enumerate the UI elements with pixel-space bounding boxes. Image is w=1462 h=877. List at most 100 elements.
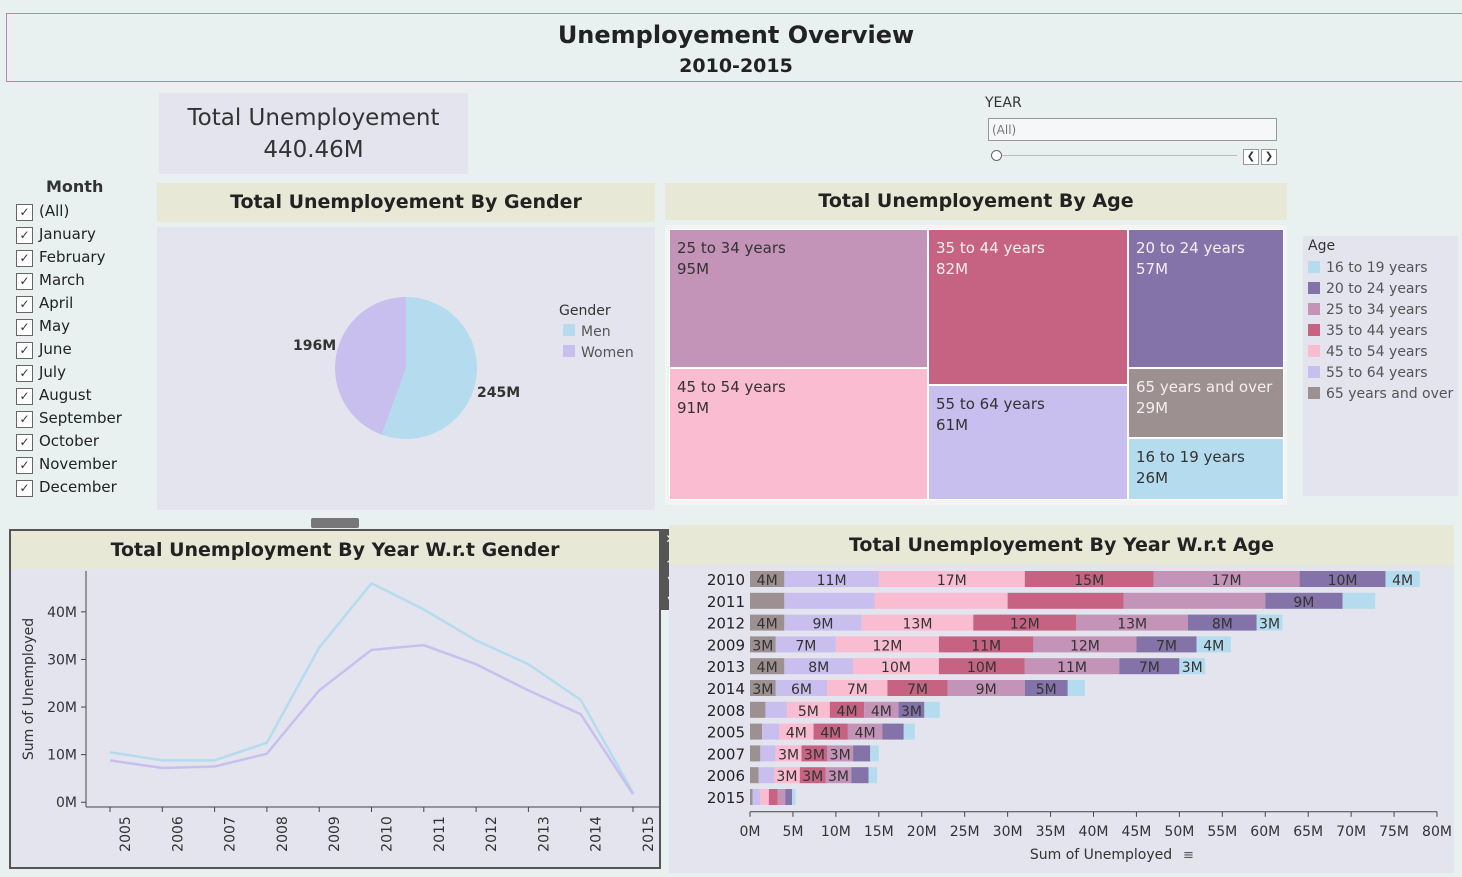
treemap-cell[interactable]: 35 to 44 years 82M: [928, 229, 1128, 385]
bar-segment[interactable]: [801, 745, 828, 762]
checkbox-checked-icon[interactable]: ✓: [16, 411, 33, 428]
bar-segment[interactable]: [1153, 571, 1300, 587]
age-legend-item[interactable]: 45 to 54 years: [1308, 344, 1428, 360]
bar-segment[interactable]: [825, 767, 852, 784]
bar-segment[interactable]: [1033, 636, 1137, 653]
bar-segment[interactable]: [924, 701, 940, 718]
bar-segment[interactable]: [1024, 680, 1068, 696]
bar-segment[interactable]: [1196, 636, 1231, 653]
bar-segment[interactable]: [853, 745, 871, 762]
bar-segment[interactable]: [829, 701, 865, 718]
year-slider-knob[interactable]: [991, 150, 1002, 161]
bar-segment[interactable]: [1007, 592, 1124, 609]
bar-segment[interactable]: [775, 745, 802, 762]
bar-segment[interactable]: [827, 680, 888, 696]
checkbox-checked-icon[interactable]: ✓: [16, 480, 33, 497]
bar-segment[interactable]: [750, 789, 753, 805]
bar-segment[interactable]: [750, 745, 761, 762]
bar-segment[interactable]: [1067, 680, 1085, 696]
pie-slice-women[interactable]: [335, 297, 406, 435]
bar-segment[interactable]: [898, 701, 925, 718]
checkbox-checked-icon[interactable]: ✓: [16, 365, 33, 382]
checkbox-checked-icon[interactable]: ✓: [16, 273, 33, 290]
age-legend-item[interactable]: 65 years and over: [1308, 386, 1453, 402]
bar-segment[interactable]: [1342, 592, 1376, 609]
bar-segment[interactable]: [750, 701, 766, 718]
treemap-cell[interactable]: 65 years and over 29M: [1128, 368, 1284, 438]
bar-segment[interactable]: [1136, 636, 1197, 653]
bar-segment[interactable]: [784, 592, 875, 609]
age-legend-item[interactable]: 25 to 34 years: [1308, 302, 1428, 318]
year-slider-track[interactable]: [1001, 155, 1237, 156]
line-series-men[interactable]: [109, 581, 635, 794]
drag-handle[interactable]: [311, 518, 359, 528]
year-next-button[interactable]: ❯: [1261, 149, 1277, 165]
bar-segment[interactable]: [752, 789, 761, 805]
bar-segment[interactable]: [750, 636, 776, 653]
checkbox-checked-icon[interactable]: ✓: [16, 204, 33, 221]
checkbox-checked-icon[interactable]: ✓: [16, 434, 33, 451]
bar-segment[interactable]: [750, 592, 785, 609]
age-legend-item[interactable]: 20 to 24 years: [1308, 281, 1428, 297]
bar-segment[interactable]: [758, 767, 775, 784]
bar-segment[interactable]: [762, 723, 780, 740]
bar-segment[interactable]: [750, 614, 785, 631]
checkbox-checked-icon[interactable]: ✓: [16, 227, 33, 244]
bar-segment[interactable]: [851, 767, 869, 784]
checkbox-checked-icon[interactable]: ✓: [16, 342, 33, 359]
bar-segment[interactable]: [785, 789, 793, 805]
treemap-cell[interactable]: 55 to 64 years 61M: [928, 385, 1128, 500]
bar-segment[interactable]: [775, 636, 836, 653]
bar-segment[interactable]: [813, 723, 848, 740]
treemap-cell[interactable]: 25 to 34 years 95M: [669, 229, 928, 368]
checkbox-checked-icon[interactable]: ✓: [16, 296, 33, 313]
bar-segment[interactable]: [792, 789, 796, 805]
bar-segment[interactable]: [861, 614, 974, 631]
bar-segment[interactable]: [864, 701, 899, 718]
age-legend-item[interactable]: 16 to 19 years: [1308, 260, 1428, 276]
bar-segment[interactable]: [799, 767, 826, 784]
sort-icon[interactable]: ≡: [1183, 848, 1194, 863]
bar-segment[interactable]: [903, 723, 915, 740]
bar-segment[interactable]: [775, 680, 828, 696]
year-filter-input[interactable]: (All): [988, 118, 1277, 141]
bar-segment[interactable]: [870, 745, 879, 762]
bar-segment[interactable]: [947, 680, 1025, 696]
bar-segment[interactable]: [868, 767, 878, 784]
bar-segment[interactable]: [1256, 614, 1283, 631]
bar-segment[interactable]: [1385, 571, 1420, 587]
bar-segment[interactable]: [784, 658, 854, 675]
bar-segment[interactable]: [874, 592, 1008, 609]
checkbox-checked-icon[interactable]: ✓: [16, 250, 33, 267]
line-series-women[interactable]: [109, 643, 635, 795]
bar-segment[interactable]: [774, 767, 800, 784]
pie-slice-men[interactable]: [381, 297, 478, 439]
bar-segment[interactable]: [750, 571, 785, 587]
checkbox-checked-icon[interactable]: ✓: [16, 457, 33, 474]
bar-segment[interactable]: [1299, 571, 1386, 587]
bar-segment[interactable]: [750, 723, 763, 740]
bar-segment[interactable]: [1024, 658, 1120, 675]
age-legend-item[interactable]: 35 to 44 years: [1308, 323, 1428, 339]
bar-segment[interactable]: [779, 723, 814, 740]
bar-segment[interactable]: [784, 571, 879, 587]
bar-segment[interactable]: [847, 723, 883, 740]
bar-segment[interactable]: [750, 680, 776, 696]
bar-segment[interactable]: [938, 636, 1034, 653]
bar-segment[interactable]: [1265, 592, 1343, 609]
bar-segment[interactable]: [853, 658, 939, 675]
bar-segment[interactable]: [1119, 658, 1180, 675]
bar-segment[interactable]: [760, 789, 769, 805]
bar-segment[interactable]: [760, 745, 776, 762]
bar-segment[interactable]: [1123, 592, 1266, 609]
bar-segment[interactable]: [1076, 614, 1188, 631]
bar-segment[interactable]: [1179, 658, 1206, 675]
bar-segment[interactable]: [882, 723, 904, 740]
bar-segment[interactable]: [835, 636, 939, 653]
bar-segment[interactable]: [750, 658, 785, 675]
treemap-cell[interactable]: 20 to 24 years 57M: [1128, 229, 1284, 368]
checkbox-checked-icon[interactable]: ✓: [16, 388, 33, 405]
bar-segment[interactable]: [938, 658, 1025, 675]
age-legend-item[interactable]: 55 to 64 years: [1308, 365, 1428, 381]
bar-segment[interactable]: [827, 745, 854, 762]
